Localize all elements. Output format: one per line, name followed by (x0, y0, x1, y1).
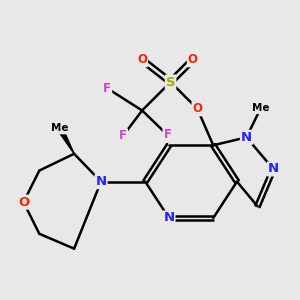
Text: Me: Me (252, 103, 269, 113)
Text: O: O (137, 53, 147, 66)
Text: F: F (103, 82, 111, 95)
Text: O: O (188, 53, 198, 66)
Text: F: F (164, 128, 171, 141)
Text: O: O (192, 102, 203, 116)
Text: N: N (241, 131, 252, 144)
Text: N: N (164, 212, 175, 224)
Text: F: F (119, 129, 127, 142)
Text: N: N (95, 175, 106, 188)
Text: Me: Me (51, 124, 69, 134)
Text: S: S (166, 76, 176, 88)
Polygon shape (57, 127, 74, 154)
Text: O: O (18, 196, 29, 209)
Text: N: N (268, 163, 279, 176)
